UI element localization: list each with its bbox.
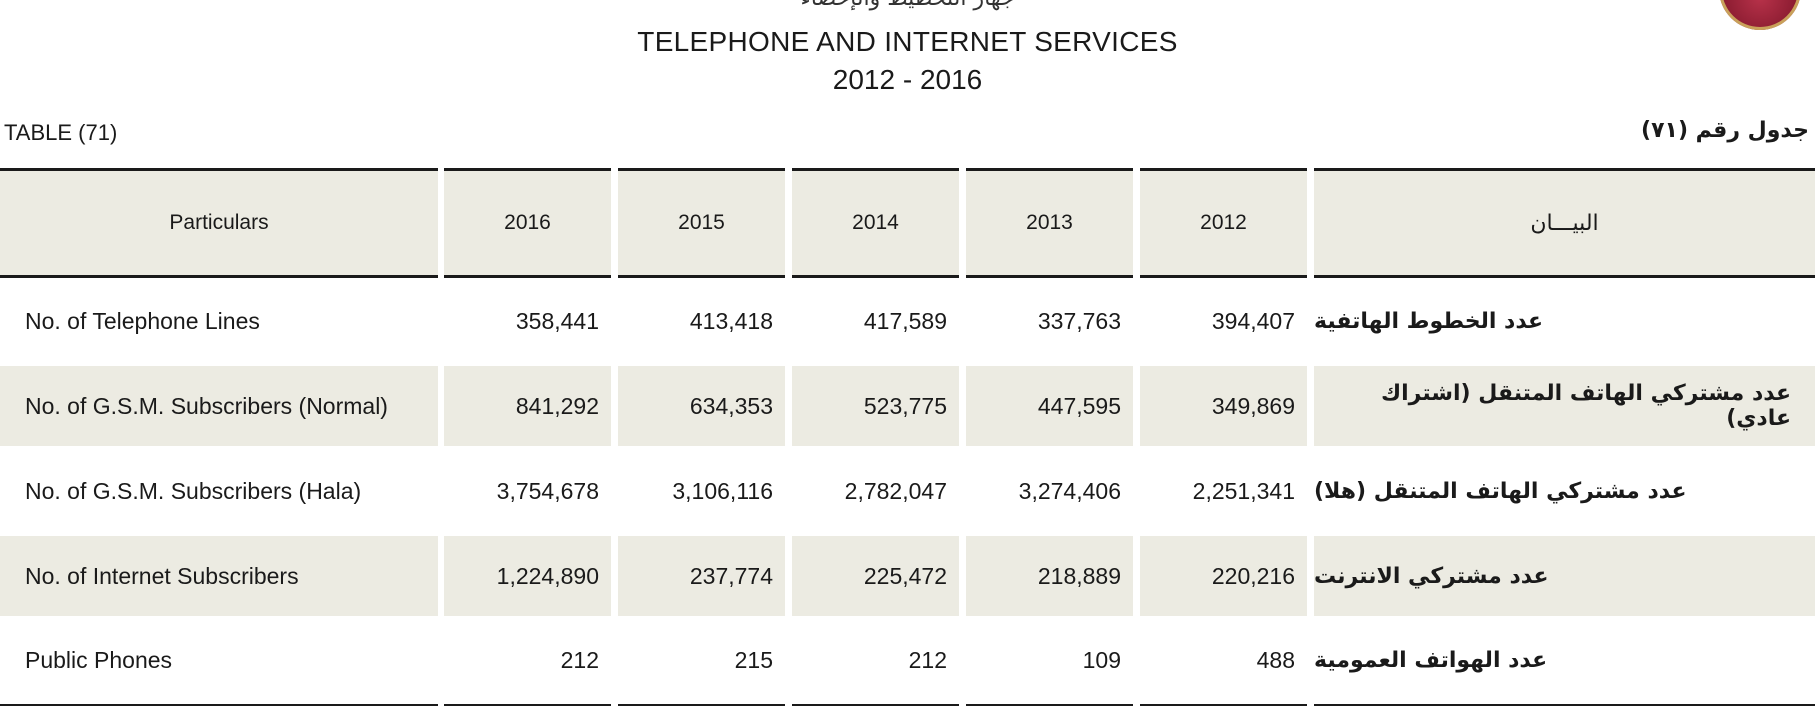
- row-label-ar: عدد مشتركي الهاتف المتنقل (اشتراك عادي): [1314, 366, 1815, 446]
- table-row: No. of Telephone Lines 358,441 413,418 4…: [0, 278, 1815, 364]
- value-2014: 417,589: [863, 307, 947, 334]
- value-2015: 3,106,116: [672, 477, 773, 504]
- table-header-row: Particulars 2016 2015 2014 2013 2012 الب…: [0, 168, 1815, 278]
- row-label-ar: عدد الهواتف العمومية: [1314, 647, 1548, 673]
- value-2013: 337,763: [1037, 307, 1121, 334]
- value-2016: 212: [560, 646, 599, 673]
- value-2015: 634,353: [618, 366, 785, 446]
- value-2013: 218,889: [966, 536, 1133, 616]
- value-2014: 225,472: [792, 536, 959, 616]
- table-row: No. of Internet Subscribers 1,224,890 23…: [0, 536, 1815, 616]
- header-2013: 2013: [966, 168, 1133, 278]
- header-2015: 2015: [618, 168, 785, 278]
- header-particulars: Particulars: [0, 168, 438, 278]
- value-2013: 109: [1082, 646, 1121, 673]
- header-2016: 2016: [444, 168, 611, 278]
- value-2014: 2,782,047: [844, 477, 947, 504]
- value-2016: 1,224,890: [444, 536, 611, 616]
- rule-segment: [1314, 704, 1815, 708]
- row-label-ar: عدد مشتركي الهاتف المتنقل (هلا): [1314, 478, 1687, 504]
- header-2012: 2012: [1140, 168, 1307, 278]
- table-bottom-rule: [0, 704, 1815, 708]
- value-2014: 212: [908, 646, 947, 673]
- header-particulars-ar: البيـــان: [1314, 168, 1815, 278]
- rule-segment: [966, 704, 1133, 708]
- value-2013: 3,274,406: [1018, 477, 1121, 504]
- value-2012: 394,407: [1211, 307, 1295, 334]
- value-2015: 237,774: [618, 536, 785, 616]
- page-title: TELEPHONE AND INTERNET SERVICES: [637, 26, 1178, 57]
- header-2014: 2014: [792, 168, 959, 278]
- table-row: No. of G.S.M. Subscribers (Hala) 3,754,6…: [0, 448, 1815, 534]
- table-row: No. of G.S.M. Subscribers (Normal) 841,2…: [0, 366, 1815, 446]
- row-label-en: No. of Internet Subscribers: [0, 536, 438, 616]
- row-label-en: No. of Telephone Lines: [25, 307, 260, 334]
- value-2012: 2,251,341: [1192, 477, 1295, 504]
- row-label-en: No. of G.S.M. Subscribers (Hala): [25, 477, 362, 504]
- value-2012: 220,216: [1140, 536, 1307, 616]
- table-number-en: TABLE (71): [4, 120, 118, 145]
- row-label-ar: عدد الخطوط الهاتفية: [1314, 308, 1544, 334]
- value-2013: 447,595: [966, 366, 1133, 446]
- page-subtitle: 2012 - 2016: [832, 64, 983, 95]
- rule-segment: [0, 704, 438, 708]
- top-partial-text: جهاز التخطيط والإحصاء: [0, 0, 1815, 11]
- row-label-ar: عدد مشتركي الانترنت: [1314, 536, 1815, 616]
- value-2015: 413,418: [689, 307, 773, 334]
- value-2016: 841,292: [444, 366, 611, 446]
- value-2012: 349,869: [1140, 366, 1307, 446]
- value-2015: 215: [734, 646, 773, 673]
- rule-segment: [444, 704, 611, 708]
- value-2016: 358,441: [515, 307, 599, 334]
- value-2016: 3,754,678: [496, 477, 599, 504]
- value-2012: 488: [1256, 646, 1295, 673]
- table-row: Public Phones 212 215 212 109 488 عدد ال…: [0, 618, 1815, 702]
- rule-segment: [792, 704, 959, 708]
- table-number-ar: جدول رقم (٧١): [1641, 118, 1809, 143]
- value-2014: 523,775: [792, 366, 959, 446]
- rule-segment: [1140, 704, 1307, 708]
- rule-segment: [618, 704, 785, 708]
- row-label-en: No. of G.S.M. Subscribers (Normal): [0, 366, 438, 446]
- row-label-en: Public Phones: [25, 646, 173, 673]
